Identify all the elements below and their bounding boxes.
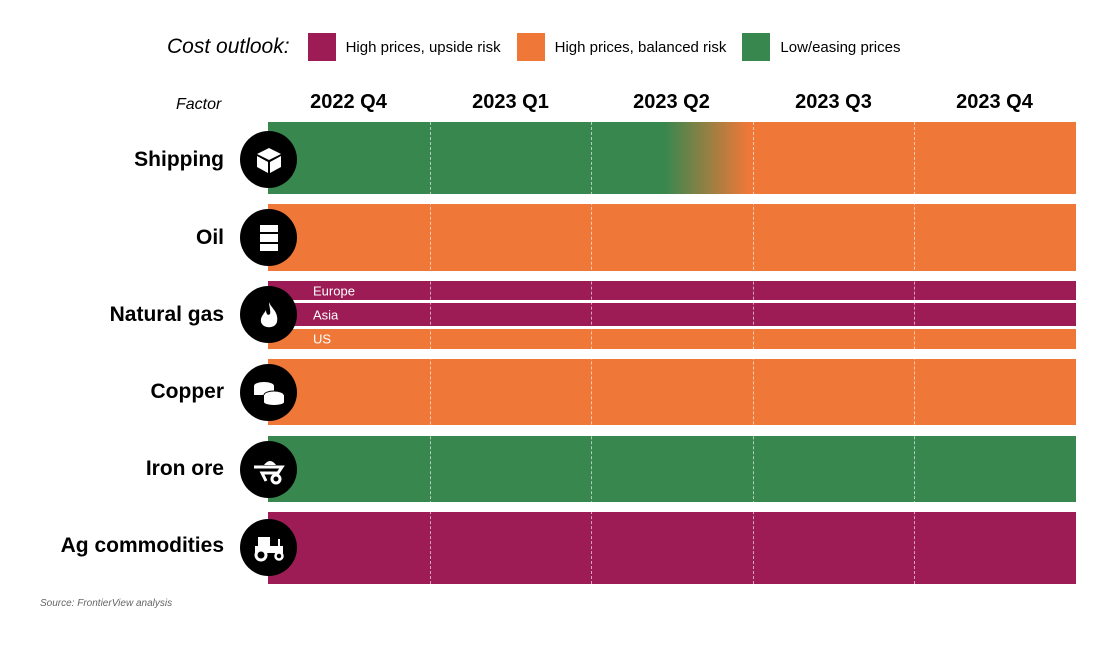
- legend-swatch-balanced: [516, 33, 545, 61]
- quarter-divider: [430, 122, 431, 584]
- quarter-divider: [753, 122, 754, 584]
- bar-iron-ore: [268, 436, 1076, 502]
- row-label-copper: Copper: [150, 380, 225, 403]
- bar-oil: [268, 204, 1076, 271]
- row-label-shipping: Shipping: [134, 148, 224, 171]
- source-note: Source: FrontierView analysis: [40, 598, 173, 609]
- subrow-label: Europe: [313, 283, 355, 298]
- bar-natural-gas-asia: Asia: [268, 303, 1076, 326]
- bar-shipping: [268, 122, 1076, 194]
- row-label-oil: Oil: [195, 226, 224, 249]
- column-header: 2022 Q4: [310, 91, 387, 113]
- flame-icon: [240, 286, 297, 343]
- row-label-ag-commodities: Ag commodities: [60, 534, 224, 557]
- column-header: 2023 Q1: [472, 91, 549, 113]
- legend-swatch-low: [742, 33, 771, 61]
- row-label-natural-gas: Natural gas: [109, 303, 224, 326]
- column-header: 2023 Q2: [633, 91, 710, 113]
- legend-label-balanced: High prices, balanced risk: [554, 38, 727, 56]
- legend-label-low: Low/easing prices: [780, 38, 901, 56]
- subrow-label: US: [313, 331, 332, 347]
- wheelbarrow-icon: [240, 441, 297, 498]
- legend-swatch-upside: [307, 33, 336, 61]
- bar-natural-gas-europe: Europe: [268, 281, 1076, 300]
- bar-copper: [268, 359, 1076, 425]
- quarter-divider: [914, 122, 915, 584]
- bar-natural-gas-us: US: [268, 329, 1076, 349]
- legend-label-upside: High prices, upside risk: [345, 38, 501, 56]
- bar-ag-commodities: [268, 512, 1076, 584]
- oil-barrel-icon: [240, 209, 297, 266]
- quarter-divider: [591, 122, 592, 584]
- coins-icon: [240, 364, 297, 421]
- factor-header: Factor: [176, 96, 222, 113]
- tractor-icon: [240, 519, 297, 576]
- row-label-iron-ore: Iron ore: [145, 457, 224, 480]
- column-header: 2023 Q3: [795, 91, 872, 113]
- legend: Cost outlook: High prices, upside risk H…: [167, 33, 916, 61]
- legend-title: Cost outlook:: [167, 35, 290, 58]
- package-box-icon: [240, 131, 297, 188]
- subrow-label: Asia: [313, 307, 339, 322]
- column-header: 2023 Q4: [956, 91, 1033, 113]
